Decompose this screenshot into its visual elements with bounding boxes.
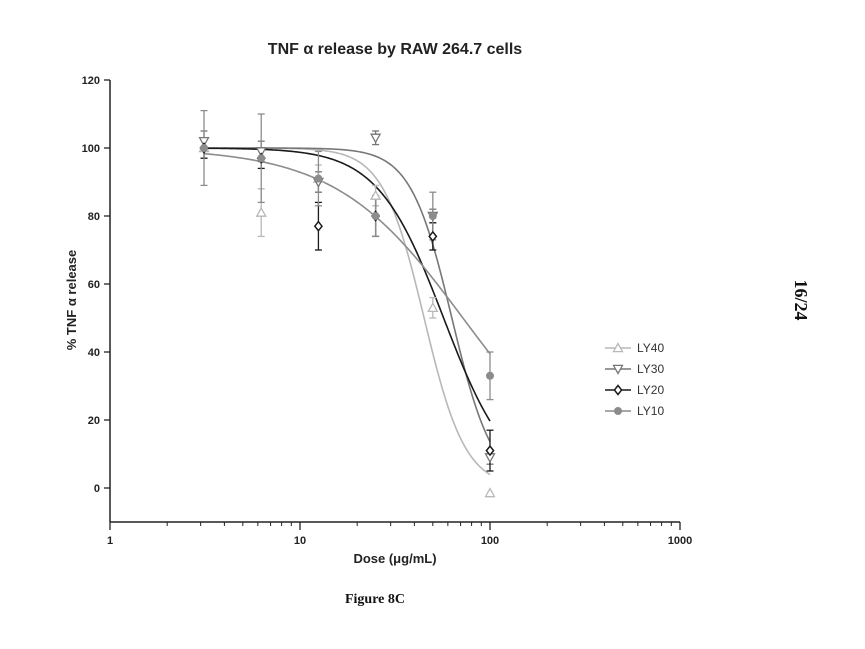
data-point-ly20 — [313, 220, 323, 232]
legend-label-ly40: LY40 — [637, 341, 664, 355]
legend-label-ly30: LY30 — [637, 362, 664, 376]
data-point-ly10 — [428, 212, 437, 220]
x-tick-label: 100 — [481, 535, 499, 547]
x-tick-label: 1000 — [668, 535, 692, 547]
y-tick-label: 0 — [94, 483, 100, 495]
data-point-ly30 — [370, 133, 382, 144]
legend-marker-ly40 — [612, 342, 624, 353]
data-point-ly40 — [370, 189, 382, 200]
y-tick-label: 40 — [88, 347, 100, 359]
fit-curve-ly10 — [203, 152, 491, 355]
chart-title: TNF α release by RAW 264.7 cells — [268, 41, 523, 58]
y-axis: 0 20 40 60 80 100 120 — [82, 75, 111, 522]
data-point-ly10 — [257, 154, 266, 163]
page-number: 16/24 — [791, 279, 811, 320]
legend-label-ly20: LY20 — [637, 383, 664, 397]
data-point-ly40 — [255, 206, 267, 217]
legend-marker-ly20 — [613, 384, 623, 396]
x-tick-label: 10 — [294, 535, 306, 547]
fit-curve-ly40 — [204, 147, 491, 476]
fit-curves — [203, 147, 491, 476]
y-tick-label: 100 — [82, 143, 100, 155]
x-tick-label: 1 — [107, 535, 113, 547]
legend-label-ly10: LY10 — [637, 404, 664, 418]
data-point-ly20 — [428, 230, 438, 243]
figure-caption: Figure 8C — [345, 592, 405, 607]
data-point-ly10 — [314, 174, 323, 183]
data-point-ly40 — [427, 301, 439, 313]
legend-marker-ly10 — [614, 407, 622, 415]
data-point-ly10 — [371, 212, 380, 220]
y-axis-label: % TNF α release — [64, 250, 79, 350]
data-point-ly30 — [198, 136, 210, 148]
data-point-ly20 — [485, 444, 495, 457]
legend-marker-ly30 — [612, 364, 624, 375]
data-points — [198, 133, 496, 498]
y-tick-label: 60 — [88, 279, 100, 291]
x-axis: 1 10 100 1000 — [107, 521, 692, 547]
data-point-ly10 — [200, 144, 209, 152]
y-tick-label: 120 — [82, 75, 100, 87]
data-point-ly40 — [484, 487, 496, 498]
data-point-ly10 — [486, 371, 494, 380]
fit-curve-ly30 — [204, 147, 491, 443]
y-tick-label: 20 — [88, 415, 100, 427]
legend: LY40 LY30 LY20 LY10 — [605, 341, 664, 418]
data-point-ly30 — [255, 147, 267, 158]
fit-curve-ly20 — [204, 147, 491, 422]
y-tick-label: 80 — [88, 211, 100, 223]
x-axis-label: Dose (μg/mL) — [353, 551, 436, 566]
